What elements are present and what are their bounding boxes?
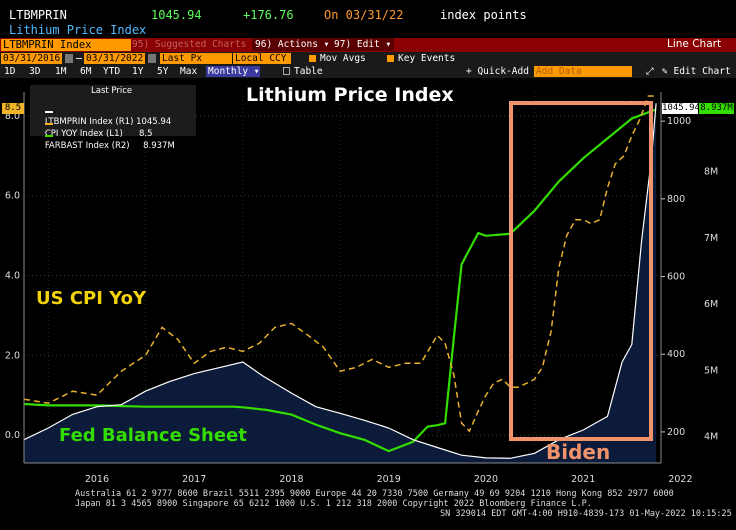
fed-balance-sheet-line: [23, 108, 657, 453]
right-r2-tick-label: 4M: [704, 432, 718, 443]
end-date-field[interactable]: 03/31/2022: [84, 53, 146, 64]
edit-chart-icon: ✎: [662, 66, 668, 77]
left-tick-label: 4.0: [5, 271, 20, 282]
right-r2-tick-label: 6M: [704, 299, 718, 310]
calendar-icon-end[interactable]: [148, 54, 156, 63]
lithium-last-badge: 1045.94: [662, 103, 700, 114]
price-field-select[interactable]: Last Px: [160, 53, 232, 64]
frequency-label: Monthly: [208, 66, 249, 77]
legend-swatch-fed: [44, 134, 53, 137]
actions-label: 96) Actions: [255, 39, 318, 50]
left-tick-label: 8.0: [5, 111, 20, 122]
right-r2-tick-label: 7M: [704, 233, 718, 244]
security-name: Lithium Price Index: [9, 23, 147, 37]
calendar-icon[interactable]: [65, 54, 73, 63]
right-r2-tick-label: 5M: [704, 365, 718, 376]
right-r1-tick-label: 1000: [667, 116, 691, 127]
right-r1-tick-label: 200: [667, 427, 685, 438]
edit-label: 97) Edit: [334, 39, 380, 50]
period-5y[interactable]: 5Y: [157, 66, 169, 77]
period-3d[interactable]: 3D: [29, 66, 41, 77]
units: index points: [440, 8, 527, 22]
as-of-date: On 03/31/22: [324, 8, 404, 22]
fed-annotation: Fed Balance Sheet: [59, 425, 247, 446]
key-events-label: Key Events: [398, 53, 456, 64]
actions-menu[interactable]: 96) Actions ▾: [252, 38, 333, 51]
actions-dropdown-icon: ▾: [323, 39, 330, 50]
cpi-last-badge: 8.5: [2, 103, 24, 114]
period-ytd[interactable]: YTD: [103, 66, 121, 77]
left-tick-label: 2.0: [5, 350, 20, 361]
right-r1-tick-label: 400: [667, 349, 685, 360]
cpi-annotation: US CPI YoY: [36, 288, 146, 309]
add-data-input[interactable]: Add Data: [534, 66, 632, 77]
lithium-index-line: [23, 103, 657, 459]
x-tick-label: 2020: [474, 474, 498, 485]
table-icon[interactable]: [283, 67, 290, 75]
frequency-select[interactable]: Monthly ▾: [206, 66, 260, 77]
key-events-checkbox[interactable]: [387, 55, 394, 62]
legend-row-fed: FARBAST Index (R2) 8.937M: [34, 121, 175, 161]
ticker-field[interactable]: LTBMPRIN Index: [1, 39, 131, 51]
cpi-yoy-line: [23, 95, 657, 433]
x-tick-label: 2019: [377, 474, 401, 485]
quick-add-label: + Quick-Add: [466, 66, 529, 77]
edit-dropdown-icon: ▾: [385, 39, 392, 50]
axes: 0.0 2.0 4.0 6.0 8.0 200 400 600 800 1000 4M 5M 6M 7M 8…: [5, 92, 718, 485]
legend-row-cpi: CPI YOY Index (L1) 8.5: [34, 109, 153, 149]
x-tick-label: 2021: [571, 474, 595, 485]
price-change: +176.76: [243, 8, 294, 22]
legend-row-lithium: LTBMPRIN Index (R1) 1045.94: [34, 97, 171, 137]
edit-chart-label: Edit Chart: [673, 66, 731, 77]
legend-swatch-lithium: [44, 110, 53, 113]
fed-last-badge: 8.937M: [699, 103, 734, 114]
period-1d[interactable]: 1D: [4, 66, 16, 77]
x-tick-label: 2016: [85, 474, 109, 485]
left-tick-label: 0.0: [5, 430, 20, 441]
mov-avgs-label: Mov Avgs: [320, 53, 366, 64]
currency-select[interactable]: Local CCY: [233, 53, 291, 64]
period-1m[interactable]: 1M: [55, 66, 67, 77]
x-tick-label: 2017: [182, 474, 206, 485]
biden-annotation: Biden: [546, 440, 611, 464]
suggested-charts-menu[interactable]: 95) Suggested Charts: [132, 39, 247, 50]
x-tick-label: 2022: [668, 474, 692, 485]
footer-contacts-2: Japan 81 3 4565 8900 Singapore 65 6212 1…: [75, 499, 592, 509]
footer-contacts-1: Australia 61 2 9777 8600 Brazil 5511 239…: [75, 489, 674, 499]
legend-label-fed: FARBAST Index (R2) 8.937M: [44, 141, 175, 151]
right-r2-tick-label: 8M: [704, 167, 718, 178]
edit-chart-button[interactable]: ✎ Edit Chart: [662, 65, 731, 78]
period-max[interactable]: Max: [180, 66, 198, 77]
chart-title: Lithium Price Index: [246, 84, 454, 106]
right-r1-tick-label: 800: [667, 194, 685, 205]
legend-heading: Last Price: [91, 86, 133, 96]
edit-menu[interactable]: 97) Edit ▾: [331, 38, 395, 51]
chart-type-label[interactable]: Line Chart: [667, 38, 722, 50]
x-tick-label: 2018: [279, 474, 303, 485]
right-r1-tick-label: 600: [667, 272, 685, 283]
ticker: LTBMPRIN: [9, 8, 67, 22]
left-tick-label: 6.0: [5, 191, 20, 202]
last-price: 1045.94: [151, 8, 202, 22]
legend-label-cpi: CPI YOY Index (L1) 8.5: [44, 129, 153, 139]
legend-label-lithium: LTBMPRIN Index (R1) 1045.94: [44, 117, 172, 127]
period-1y[interactable]: 1Y: [132, 66, 144, 77]
footer-session: SN 329014 EDT GMT-4:00 H910-4839-173 01-…: [440, 509, 732, 519]
frequency-dropdown-icon: ▾: [248, 66, 260, 77]
legend: Last Price LTBMPRIN Index (R1) 1045.94 C…: [30, 85, 196, 151]
lithium-area: [24, 103, 657, 464]
start-date-field[interactable]: 03/31/2016: [1, 53, 63, 64]
expand-icon[interactable]: ⤢: [646, 66, 654, 77]
period-6m[interactable]: 6M: [80, 66, 92, 77]
table-button[interactable]: Table: [294, 66, 323, 77]
biden-box: [509, 101, 653, 441]
legend-swatch-cpi: [44, 122, 53, 125]
mov-avgs-checkbox[interactable]: [309, 55, 316, 62]
date-separator: [76, 58, 82, 59]
